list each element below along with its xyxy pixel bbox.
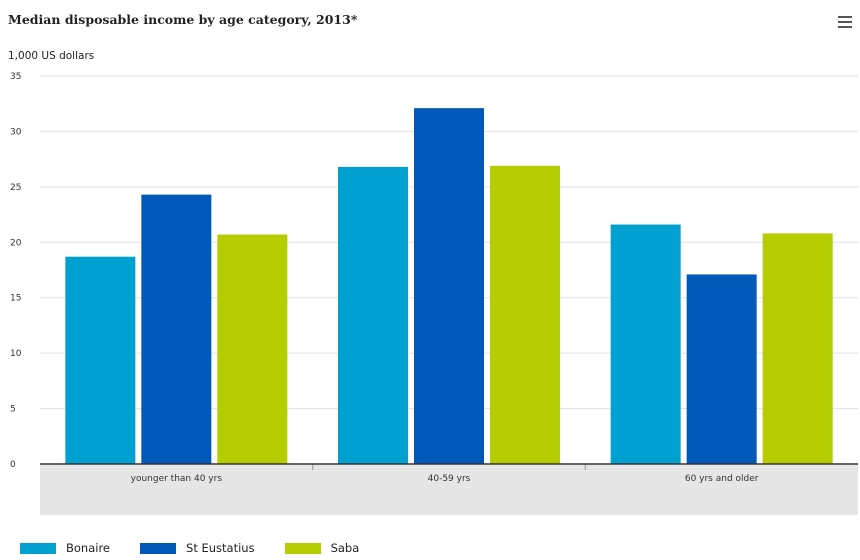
chart-title: Median disposable income by age category… (8, 12, 358, 27)
bar-saba (490, 165, 560, 464)
legend-item-saba[interactable]: Saba (284, 541, 360, 555)
legend-label: Saba (330, 541, 360, 555)
x-tick-label: 40-59 yrs (428, 474, 471, 484)
bar-bonaire (65, 256, 136, 464)
y-axis-unit-label: 1,000 US dollars (8, 50, 95, 62)
legend-item-bonaire[interactable]: Bonaire (20, 541, 110, 555)
legend-swatch (284, 542, 321, 554)
hamburger-menu-icon[interactable] (838, 16, 852, 30)
y-tick-label: 35 (10, 72, 21, 82)
legend-swatch (140, 542, 177, 554)
bar-chart: 0 5 10 15 20 25 30 35 younger than 40 yrs 40-59 y… (10, 72, 858, 515)
bar-st-eustatius (414, 108, 484, 465)
chart-legend: Bonaire St Eustatius Saba (20, 541, 389, 555)
bar-st-eustatius (686, 274, 757, 464)
bar-st-eustatius (141, 194, 212, 465)
bar-saba (762, 233, 833, 464)
x-tick-label: younger than 40 yrs (131, 474, 223, 484)
bar-saba (217, 234, 288, 464)
x-tick-label: 60 yrs and older (685, 474, 759, 484)
legend-label: St Eustatius (186, 541, 255, 555)
legend-item-st-eustatius[interactable]: St Eustatius (140, 541, 255, 555)
bar-bonaire (610, 224, 681, 464)
legend-swatch (20, 542, 56, 554)
y-tick-label: 5 (10, 405, 16, 415)
y-tick-label: 25 (10, 183, 21, 193)
bar-bonaire (338, 166, 408, 464)
y-tick-label: 10 (10, 349, 22, 359)
legend-label: Bonaire (66, 541, 111, 555)
y-tick-label: 0 (10, 460, 16, 470)
y-tick-label: 15 (10, 294, 21, 304)
y-tick-label: 30 (10, 127, 22, 137)
x-axis-band (40, 465, 858, 515)
y-tick-label: 20 (10, 238, 22, 248)
